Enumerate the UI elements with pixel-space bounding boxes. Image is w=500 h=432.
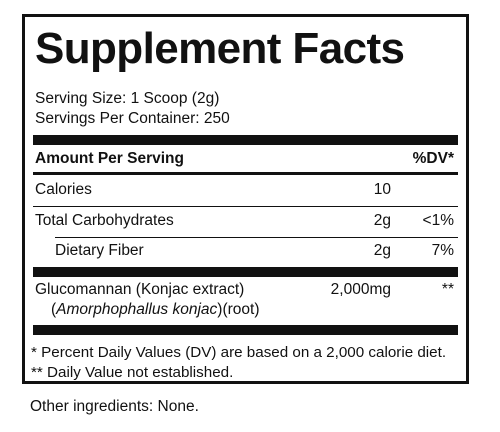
glucomannan-paren-open: ( (51, 301, 57, 318)
glucomannan-name: Glucomannan (Konjac extract) (35, 281, 245, 298)
glucomannan-amount: 2,000mg (330, 281, 391, 298)
panel-title: Supplement Facts (35, 24, 405, 73)
other-ingredients: Other ingredients: None. (30, 398, 199, 415)
row-calories-amount: 10 (373, 181, 391, 198)
row-divider (33, 206, 458, 207)
servings-per-container: Servings Per Container: 250 (35, 110, 230, 127)
row-divider (55, 237, 458, 238)
row-calories-name: Calories (35, 181, 92, 198)
header-divider (33, 172, 458, 175)
footnote-dv: * Percent Daily Values (DV) are based on… (31, 344, 447, 361)
thick-divider (33, 325, 458, 335)
row-total-carbs-amount: 2g (373, 212, 391, 229)
glucomannan-plant-part: )(root) (217, 301, 260, 318)
amount-per-serving-header: Amount Per Serving (35, 150, 184, 167)
thick-divider (33, 135, 458, 145)
thick-divider (33, 267, 458, 277)
serving-size: Serving Size: 1 Scoop (2g) (35, 90, 220, 107)
row-dietary-fiber-dv: 7% (431, 242, 454, 259)
glucomannan-source: (Amorphophallus konjac)(root) (51, 300, 260, 320)
glucomannan-dv: ** (441, 281, 454, 298)
supplement-facts-panel: Supplement Facts Serving Size: 1 Scoop (… (22, 14, 469, 384)
glucomannan-latin-name: Amorphophallus konjac (56, 301, 218, 318)
row-total-carbs-dv: <1% (422, 212, 454, 229)
row-total-carbs-name: Total Carbohydrates (35, 212, 174, 229)
row-dietary-fiber-name: Dietary Fiber (55, 242, 144, 259)
footnote-not-established: ** Daily Value not established. (31, 364, 234, 381)
row-dietary-fiber-amount: 2g (373, 242, 391, 259)
dv-header: %DV* (412, 150, 454, 167)
